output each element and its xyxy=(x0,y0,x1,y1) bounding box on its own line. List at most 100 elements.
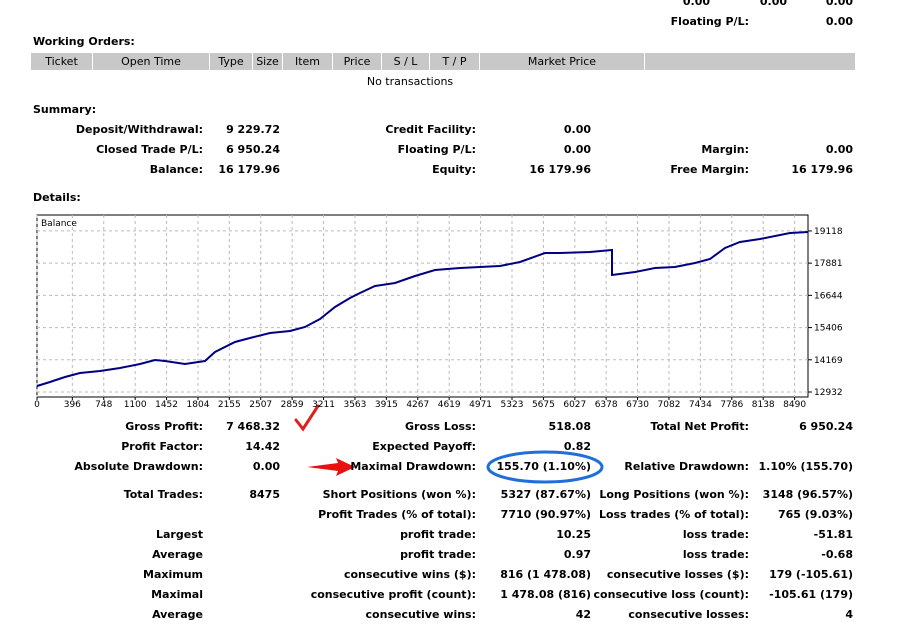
stat-value: 765 (9.03%) xyxy=(777,508,853,521)
x-tick-label: 4619 xyxy=(438,400,461,410)
y-tick-label: 17881 xyxy=(814,259,843,269)
section-title: Details: xyxy=(33,191,81,204)
stat-value: 518.08 xyxy=(548,420,591,433)
x-tick-label: 4267 xyxy=(406,400,429,410)
stat-label: Profit Factor: xyxy=(121,440,203,453)
top-cell: 0.00 xyxy=(825,0,853,8)
column-header: Open Time xyxy=(93,53,210,70)
stat-value: 10.25 xyxy=(556,528,591,541)
x-tick-label: 4971 xyxy=(469,400,492,410)
stat-value: 7 468.32 xyxy=(226,420,280,433)
column-header: Price xyxy=(333,53,382,70)
x-tick-label: 5323 xyxy=(501,400,524,410)
stat-label: Maximal Drawdown: xyxy=(350,460,476,473)
summary-value: 16 179.96 xyxy=(529,163,591,176)
stat-value: 42 xyxy=(575,608,591,621)
x-tick-label: 3211 xyxy=(312,400,335,410)
stat-label: Total Trades: xyxy=(123,488,203,501)
column-header: Size xyxy=(253,53,283,70)
y-tick-label: 15406 xyxy=(814,324,843,334)
column-header: Market Price xyxy=(480,53,645,70)
column-header: T / P xyxy=(430,53,480,70)
x-tick-label: 6027 xyxy=(563,400,586,410)
stat-value: -0.68 xyxy=(821,548,853,561)
top-label: Floating P/L: xyxy=(670,15,749,28)
column-header: S / L xyxy=(382,53,430,70)
stat-label: consecutive profit (count): xyxy=(310,588,476,601)
x-tick-label: 1452 xyxy=(155,400,178,410)
stat-label: Total Net Profit: xyxy=(650,420,750,433)
stat-label: Average xyxy=(152,548,203,561)
x-tick-label: 1804 xyxy=(187,400,210,410)
balance-line xyxy=(36,231,809,387)
x-tick-label: 3915 xyxy=(375,400,398,410)
section-title: Working Orders: xyxy=(33,35,135,48)
x-tick-label: 7434 xyxy=(689,400,712,410)
summary-value: 0.00 xyxy=(825,143,853,156)
stat-label: Average xyxy=(152,608,203,621)
chart-title: Balance xyxy=(41,219,77,229)
stat-value: 155.70 (1.10%) xyxy=(496,460,592,473)
stat-value: 8475 xyxy=(249,488,280,501)
stat-label: Gross Profit: xyxy=(125,420,203,433)
stat-value: 0.97 xyxy=(563,548,591,561)
stat-value: 816 (1 478.08) xyxy=(500,568,591,581)
summary-label: Floating P/L: xyxy=(397,143,476,156)
stat-value: 1 478.08 (816) xyxy=(500,588,591,601)
summary-value: 16 179.96 xyxy=(218,163,280,176)
summary-value: 0.00 xyxy=(563,123,591,136)
summary-value: 16 179.96 xyxy=(791,163,853,176)
x-tick-label: 7786 xyxy=(720,400,743,410)
x-tick-label: 2507 xyxy=(249,400,272,410)
stat-value: 7710 (90.97%) xyxy=(500,508,591,521)
empty-message: No transactions xyxy=(366,75,454,88)
stat-label: consecutive losses ($): xyxy=(606,568,749,581)
summary-label: Closed Trade P/L: xyxy=(96,143,203,156)
x-tick-label: 6730 xyxy=(626,400,649,410)
stat-label: Relative Drawdown: xyxy=(624,460,749,473)
x-tick-label: 396 xyxy=(64,400,81,410)
top-cell: 0.00 xyxy=(759,0,787,8)
stat-value: 4 xyxy=(845,608,853,621)
x-tick-label: 8138 xyxy=(752,400,775,410)
y-tick-label: 16644 xyxy=(814,291,843,301)
stat-value: 6 950.24 xyxy=(799,420,853,433)
column-header: Type xyxy=(210,53,253,70)
x-tick-label: 2859 xyxy=(281,400,304,410)
stat-value: -105.61 (179) xyxy=(769,588,853,601)
stat-label: Maximal xyxy=(151,588,203,601)
x-tick-label: 5675 xyxy=(532,400,555,410)
x-tick-label: 2155 xyxy=(218,400,241,410)
plot-area xyxy=(36,214,809,398)
stat-value: 0.00 xyxy=(252,460,280,473)
summary-label: Credit Facility: xyxy=(385,123,476,136)
column-header xyxy=(645,53,856,70)
x-tick-label: 3563 xyxy=(343,400,366,410)
stat-value: -51.81 xyxy=(813,528,853,541)
stat-label: Absolute Drawdown: xyxy=(74,460,203,473)
summary-label: Margin: xyxy=(701,143,749,156)
stat-value: 1.10% (155.70) xyxy=(758,460,854,473)
stat-label: consecutive wins ($): xyxy=(343,568,476,581)
x-tick-label: 8490 xyxy=(783,400,806,410)
stat-label: Expected Payoff: xyxy=(372,440,476,453)
summary-label: Equity: xyxy=(432,163,476,176)
summary-label: Balance: xyxy=(149,163,203,176)
summary-value: 6 950.24 xyxy=(226,143,280,156)
summary-label: Free Margin: xyxy=(670,163,749,176)
summary-label: Deposit/Withdrawal: xyxy=(75,123,203,136)
column-header: Item xyxy=(283,53,333,70)
x-tick-label: 1100 xyxy=(124,400,147,410)
x-tick-label: 7082 xyxy=(658,400,681,410)
stat-label: Maximum xyxy=(143,568,203,581)
summary-value: 9 229.72 xyxy=(226,123,280,136)
top-cell: 0.00 xyxy=(682,0,710,8)
stat-label: loss trade: xyxy=(682,548,749,561)
x-tick-label: 0 xyxy=(34,400,40,410)
stat-value: 179 (-105.61) xyxy=(769,568,853,581)
stat-label: consecutive wins: xyxy=(365,608,476,621)
stat-label: Profit Trades (% of total): xyxy=(318,508,476,521)
y-tick-label: 14169 xyxy=(814,356,843,366)
